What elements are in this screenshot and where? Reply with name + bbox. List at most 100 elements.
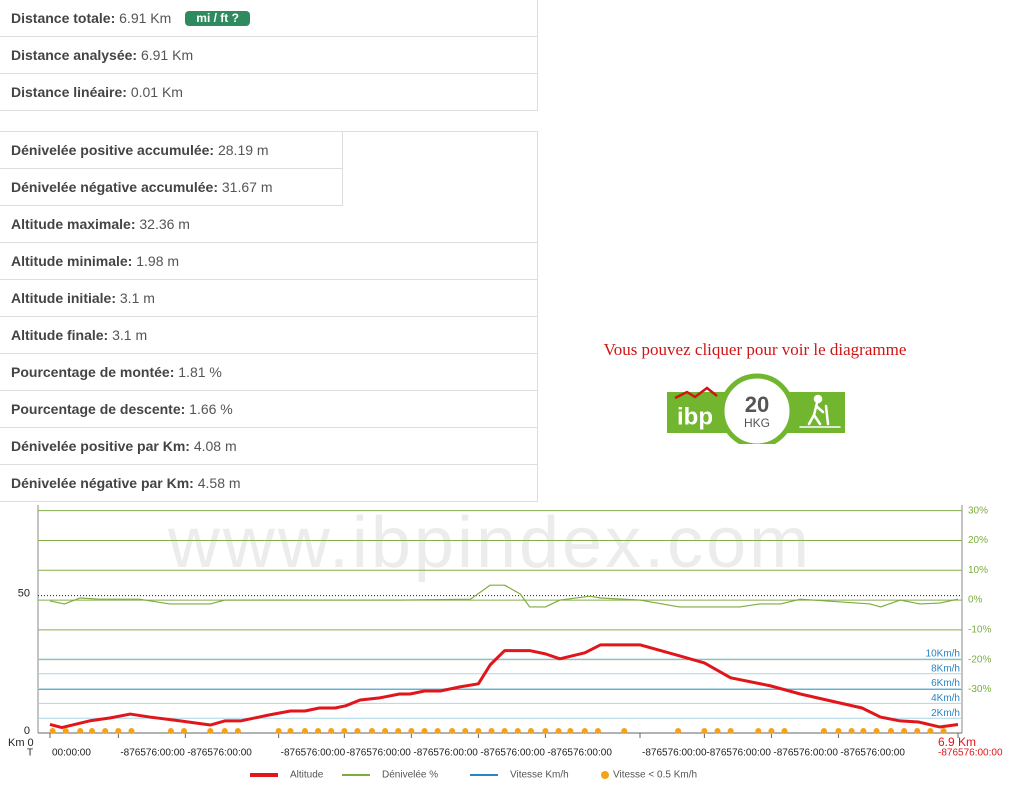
speed-stop-dot xyxy=(354,728,361,734)
y3-tick-label: 2Km/h xyxy=(931,708,960,719)
y2-tick-label: -20% xyxy=(968,654,991,665)
speed-stop-dot xyxy=(181,728,188,734)
speed-stop-dot xyxy=(77,728,84,734)
y3-tick-label: 10Km/h xyxy=(926,649,960,660)
speed-stop-dot xyxy=(542,728,549,734)
speed-stop-dot xyxy=(128,728,135,734)
speed-stop-dot xyxy=(287,728,294,734)
legend-label: Dénivelée % xyxy=(382,770,438,781)
stat-label: Pourcentage de montée: xyxy=(11,364,175,380)
speed-stop-dot xyxy=(621,728,628,734)
x-tick-label: 00:00:00 xyxy=(52,748,91,759)
speed-stop-dot xyxy=(501,728,508,734)
series-line xyxy=(49,584,959,608)
x-tick-label: -876576:00:00 xyxy=(547,748,612,759)
speed-stop-dot xyxy=(901,728,908,734)
stat-label: Distance analysée: xyxy=(11,47,138,63)
stat-label: Pourcentage de descente: xyxy=(11,401,186,417)
speed-stop-dot xyxy=(475,728,482,734)
x-tick-label: -876576:00:00 xyxy=(187,748,252,759)
logo-text: ibp xyxy=(677,403,713,430)
speed-stop-dot xyxy=(434,728,441,734)
speed-stop-dot xyxy=(727,728,734,734)
stats-row: Pourcentage de descente: 1.66 % xyxy=(0,391,537,428)
speed-stop-dot xyxy=(488,728,495,734)
speed-stop-dot xyxy=(275,728,282,734)
stats-row: Distance analysée: 6.91 Km xyxy=(0,37,537,74)
speed-stop-dot xyxy=(421,728,428,734)
stat-label: Altitude minimale: xyxy=(11,253,133,269)
y2-tick-label: 10% xyxy=(968,565,988,576)
speed-stop-dot xyxy=(848,728,855,734)
stat-label: Altitude initiale: xyxy=(11,290,116,306)
speed-stop-dot xyxy=(755,728,762,734)
x-tick-label: -876576:00:00 xyxy=(281,748,346,759)
stats-row: Pourcentage de montée: 1.81 % xyxy=(0,354,537,391)
speed-stop-dot xyxy=(382,728,389,734)
speed-stop-dot xyxy=(514,728,521,734)
speed-stop-dot xyxy=(62,728,69,734)
stat-value: 4.08 m xyxy=(193,438,237,454)
x-tick-label: -876576:00:00 xyxy=(706,748,771,759)
speed-stop-dot xyxy=(567,728,574,734)
x-tick-label: -876576:00:00 xyxy=(840,748,905,759)
stat-value: 3.1 m xyxy=(112,327,148,343)
badge-caption: Vous pouvez cliquer pour voir le diagram… xyxy=(603,340,907,359)
speed-stop-dot xyxy=(714,728,721,734)
stat-value: 1.81 % xyxy=(178,364,222,380)
x-tick-label: -876576:00:00 xyxy=(642,748,707,759)
speed-stop-dot xyxy=(221,728,228,734)
y2-tick-label: 20% xyxy=(968,535,988,546)
speed-stop-dot xyxy=(462,728,469,734)
speed-stop-dot xyxy=(701,728,708,734)
stats-row: Dénivelée positive par Km: 4.08 m xyxy=(0,428,537,465)
speed-stop-dot xyxy=(89,728,96,734)
stats-row: Dénivelée négative accumulée: 31.67 m xyxy=(0,169,343,206)
stats-row: Altitude minimale: 1.98 m xyxy=(0,243,537,280)
y-tick-label: 50 xyxy=(18,588,30,600)
y3-tick-label: 8Km/h xyxy=(931,663,960,674)
y2-tick-label: 30% xyxy=(968,505,988,516)
watermark: www.ibpindex.com xyxy=(167,503,812,583)
stats-table: Distance totale: 6.91 Km mi / ft ? Distanc… xyxy=(0,0,538,502)
speed-stop-dot xyxy=(940,728,947,734)
stat-value: 32.36 m xyxy=(139,216,190,232)
x-tick-label: -876576:00:00 xyxy=(773,748,838,759)
legend-swatch xyxy=(601,771,609,779)
hiker-icon xyxy=(799,394,841,428)
speed-stop-dot xyxy=(527,728,534,734)
badge-logo[interactable]: ibp 20 HKG xyxy=(665,366,845,449)
speed-stop-dot xyxy=(167,728,174,734)
stats-row: Dénivelée positive accumulée: 28.19 m xyxy=(0,132,343,169)
stat-label: Dénivelée négative accumulée: xyxy=(11,179,218,195)
stats-row: Dénivelée négative par Km: 4.58 m xyxy=(0,465,537,502)
speed-stop-dot xyxy=(408,728,415,734)
y2-tick-label: -30% xyxy=(968,684,991,695)
x-tick-label: -876576:00:00 xyxy=(120,748,185,759)
series-line xyxy=(49,643,959,730)
stat-label: Distance linéaire: xyxy=(11,84,127,100)
x-tick-label: -876576:00:00 xyxy=(413,748,478,759)
score: 20 xyxy=(745,392,769,417)
ibp-badge[interactable]: Vous pouvez cliquer pour voir le diagram… xyxy=(560,340,950,449)
x-tick-label: -876576:00:00 xyxy=(346,748,411,759)
logo-zigzag xyxy=(674,386,718,400)
speed-stop-dot xyxy=(115,728,122,734)
unit-toggle[interactable]: mi / ft ? xyxy=(185,11,250,26)
stats-row: Altitude initiale: 3.1 m xyxy=(0,280,537,317)
stat-value: 1.66 % xyxy=(189,401,233,417)
stats-group: Distance totale: 6.91 Km mi / ft ? Distanc… xyxy=(0,0,538,111)
speed-stop-dot xyxy=(675,728,682,734)
score-code: HKG xyxy=(744,416,770,430)
stat-value: 6.91 Km xyxy=(140,47,194,63)
stats-group: Dénivelée positive accumulée: 28.19 m Dén… xyxy=(0,131,538,502)
speed-stop-dot xyxy=(368,728,375,734)
speed-stop-dot xyxy=(49,728,56,734)
legend-label: Altitude xyxy=(290,770,324,781)
stat-value: 3.1 m xyxy=(119,290,155,306)
speed-stop-dot xyxy=(835,728,842,734)
stat-label: Altitude finale: xyxy=(11,327,109,343)
speed-stop-dot xyxy=(594,728,601,734)
chart: www.ibpindex.com Km 0 T 6.9 Km 30% 20% 10%… xyxy=(8,503,1003,781)
